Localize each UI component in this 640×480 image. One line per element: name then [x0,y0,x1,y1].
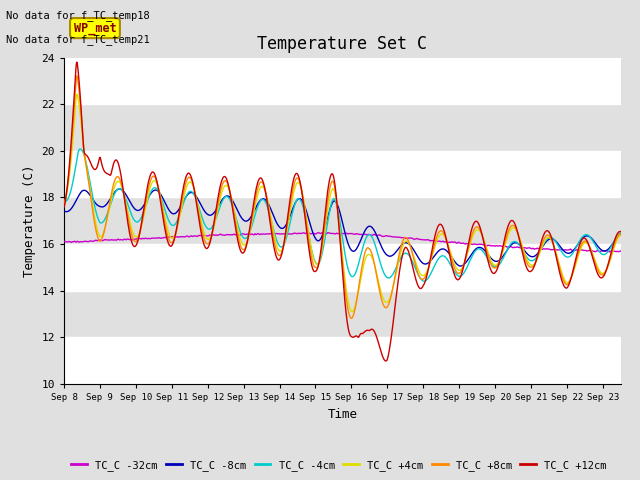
TC_C +12cm [73,59,81,65]
Line: TC_C -32cm: TC_C -32cm [64,233,621,252]
TC_C +4cm [617,232,625,238]
TC_C -4cm [76,146,84,152]
TC_C +8cm [617,231,625,237]
Text: No data for f_TC_temp18: No data for f_TC_temp18 [6,10,150,21]
Line: TC_C +12cm: TC_C +12cm [64,62,621,361]
TC_C -4cm [161,205,168,211]
TC_C -4cm [171,222,179,228]
TC_C +4cm [60,201,68,206]
TC_C -4cm [617,230,625,236]
Bar [64,244,621,291]
TC_C -32cm [271,231,279,237]
Bar [64,58,621,104]
TC_C -32cm [324,230,332,236]
Legend: TC_C -32cm, TC_C -8cm, TC_C -4cm, TC_C +4cm, TC_C +8cm, TC_C +12cm: TC_C -32cm, TC_C -8cm, TC_C -4cm, TC_C +… [67,456,611,475]
TC_C +4cm [348,309,356,314]
TC_C -32cm [605,249,613,255]
TC_C +8cm [272,245,280,251]
TC_C +8cm [348,315,355,321]
TC_C +12cm [221,174,229,180]
TC_C +12cm [60,204,68,210]
TC_C +12cm [382,358,390,364]
TC_C +4cm [161,212,168,218]
TC_C +8cm [544,232,552,238]
TC_C -4cm [420,278,428,284]
TC_C +4cm [272,239,280,244]
TC_C -8cm [171,211,179,216]
TC_C -8cm [60,208,68,214]
TC_C -32cm [543,246,551,252]
Bar [64,337,621,384]
TC_C -8cm [221,194,229,200]
Text: No data for f_TC_temp21: No data for f_TC_temp21 [6,34,150,45]
TC_C -4cm [60,199,68,205]
Line: TC_C -8cm: TC_C -8cm [64,189,621,266]
TC_C +12cm [161,223,168,228]
TC_C -8cm [544,237,552,243]
TC_C +4cm [171,232,179,238]
X-axis label: Time: Time [328,408,357,420]
TC_C +12cm [171,234,179,240]
Bar [64,151,621,197]
TC_C -32cm [617,248,625,254]
Text: WP_met: WP_met [74,22,116,35]
TC_C +12cm [544,228,552,234]
TC_C +4cm [73,91,81,97]
TC_C -32cm [60,239,68,244]
TC_C +8cm [60,203,68,208]
TC_C +12cm [482,250,490,255]
Line: TC_C +8cm: TC_C +8cm [64,76,621,318]
TC_C -4cm [544,235,552,241]
TC_C +8cm [482,246,490,252]
TC_C -8cm [457,263,465,269]
TC_C -8cm [272,218,280,224]
TC_C -8cm [116,186,124,192]
TC_C +12cm [272,252,280,257]
TC_C +4cm [221,183,229,189]
TC_C -8cm [482,249,490,255]
TC_C +8cm [161,217,168,223]
Line: TC_C -4cm: TC_C -4cm [64,149,621,281]
TC_C +8cm [171,234,179,240]
TC_C -4cm [221,194,229,200]
TC_C +4cm [544,235,552,240]
TC_C -8cm [617,231,625,237]
Y-axis label: Temperature (C): Temperature (C) [23,165,36,277]
TC_C -32cm [160,235,168,240]
TC_C -4cm [272,234,280,240]
TC_C -8cm [161,198,168,204]
TC_C +4cm [482,243,490,249]
Title: Temperature Set C: Temperature Set C [257,35,428,53]
Line: TC_C +4cm: TC_C +4cm [64,94,621,312]
TC_C -4cm [482,253,490,259]
TC_C +8cm [221,178,229,184]
TC_C -32cm [221,232,228,238]
TC_C +8cm [73,73,81,79]
TC_C -32cm [482,242,490,248]
TC_C +12cm [617,228,625,234]
TC_C -32cm [171,234,179,240]
